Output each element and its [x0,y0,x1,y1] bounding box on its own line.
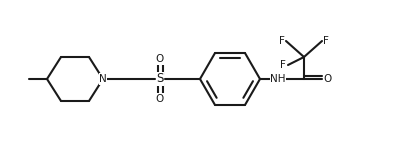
Text: F: F [323,36,329,46]
Text: NH: NH [270,74,286,84]
Text: F: F [279,36,285,46]
Text: O: O [156,94,164,104]
Text: N: N [99,74,107,84]
Text: O: O [324,74,332,84]
Text: S: S [156,73,164,86]
Text: F: F [280,60,286,70]
Text: O: O [156,54,164,64]
